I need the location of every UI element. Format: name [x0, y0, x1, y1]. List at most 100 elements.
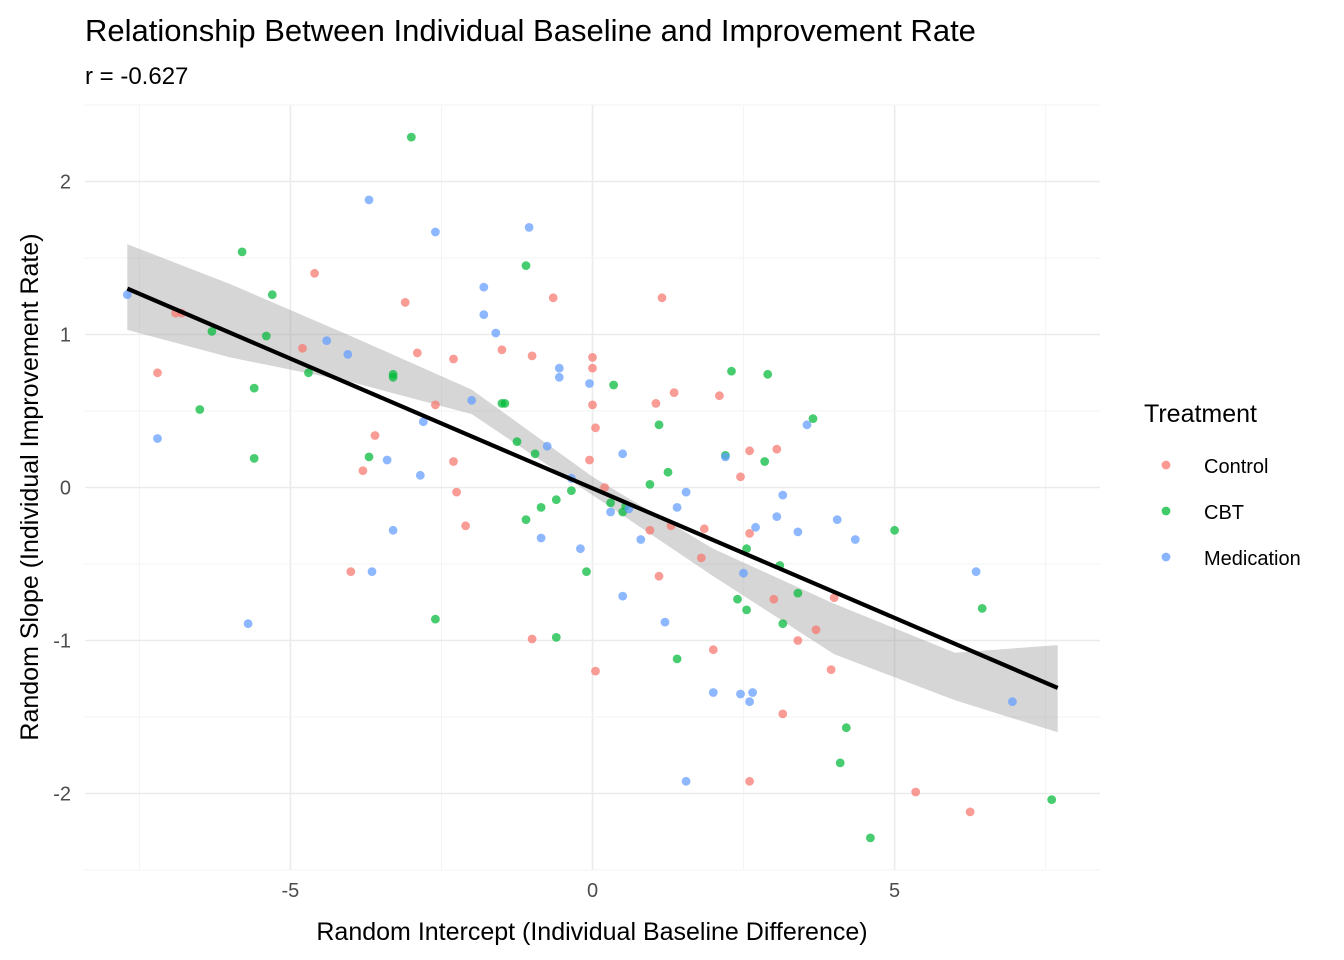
- point-medication: [585, 379, 594, 388]
- point-control: [452, 487, 461, 497]
- point-cbt: [500, 399, 510, 408]
- legend-key-medication: [1161, 552, 1171, 562]
- point-medication: [491, 328, 501, 338]
- point-cbt: [793, 588, 803, 598]
- point-control: [527, 351, 537, 361]
- legend-label-control: Control: [1204, 456, 1268, 478]
- point-cbt: [406, 132, 416, 142]
- x-axis-ticks: -5 0 5: [282, 880, 901, 902]
- point-medication: [524, 223, 534, 232]
- point-control: [829, 593, 839, 603]
- legend-label-medication: Medication: [1204, 548, 1301, 570]
- point-control: [358, 466, 368, 476]
- point-medication: [1008, 697, 1017, 707]
- point-medication: [431, 227, 440, 237]
- point-cbt: [536, 503, 546, 512]
- point-medication: [721, 452, 730, 462]
- point-cbt: [388, 372, 398, 382]
- legend-title: Treatment: [1144, 400, 1257, 428]
- trend-line: [126, 286, 1059, 690]
- point-medication: [479, 310, 489, 319]
- point-control: [449, 457, 458, 466]
- x-tick-label: 0: [587, 880, 598, 902]
- point-medication: [739, 568, 748, 578]
- point-control: [772, 444, 782, 454]
- point-control: [826, 665, 836, 674]
- legend-label-cbt: CBT: [1204, 502, 1244, 524]
- point-control: [400, 298, 410, 307]
- point-medication: [636, 535, 646, 544]
- point-medication: [122, 290, 132, 300]
- point-medication: [618, 591, 628, 601]
- point-control: [715, 391, 724, 401]
- point-control: [588, 400, 597, 410]
- point-control: [657, 293, 667, 303]
- point-control: [778, 709, 788, 719]
- legend-key-cbt: [1161, 506, 1171, 516]
- point-medication: [467, 395, 477, 405]
- point-control: [346, 567, 356, 576]
- point-cbt: [645, 480, 655, 489]
- point-cbt: [261, 331, 271, 341]
- chart-title: Relationship Between Individual Baseline…: [85, 13, 976, 48]
- point-control: [370, 431, 380, 440]
- legend: Treatment Control CBT Medication: [1144, 400, 1301, 570]
- point-cbt: [606, 498, 615, 508]
- y-tick-label: 0: [60, 478, 71, 500]
- point-control: [548, 293, 558, 303]
- point-cbt: [207, 327, 217, 336]
- point-cbt: [763, 369, 773, 379]
- point-medication: [618, 449, 628, 459]
- point-cbt: [582, 567, 591, 576]
- point-medication: [772, 512, 782, 521]
- point-cbt: [267, 290, 277, 300]
- point-cbt: [742, 544, 751, 554]
- point-medication: [672, 503, 682, 512]
- point-cbt: [431, 614, 440, 624]
- point-control: [298, 343, 307, 353]
- point-cbt: [663, 467, 673, 477]
- point-medication: [745, 697, 754, 707]
- point-medication: [364, 195, 374, 205]
- point-cbt: [977, 604, 987, 613]
- point-control: [527, 634, 537, 644]
- point-medication: [793, 527, 803, 537]
- point-control: [736, 472, 745, 482]
- y-tick-label: 1: [60, 325, 71, 347]
- point-medication: [606, 507, 615, 517]
- point-medication: [832, 515, 842, 524]
- point-cbt: [1047, 795, 1057, 804]
- point-medication: [554, 363, 564, 373]
- point-medication: [971, 567, 981, 576]
- point-cbt: [567, 486, 576, 495]
- point-cbt: [521, 261, 531, 270]
- point-control: [412, 348, 422, 358]
- point-cbt: [760, 457, 770, 466]
- point-medication: [243, 619, 253, 629]
- x-tick-label: -5: [282, 880, 300, 902]
- x-axis-title: Random Intercept (Individual Baseline Di…: [316, 918, 867, 946]
- point-medication: [542, 441, 552, 451]
- y-axis-ticks: -2 -1 0 1 2: [53, 172, 71, 806]
- point-cbt: [249, 454, 259, 463]
- point-control: [965, 807, 975, 817]
- point-cbt: [733, 594, 742, 604]
- point-cbt: [727, 366, 736, 376]
- point-cbt: [512, 437, 522, 446]
- point-control: [310, 268, 319, 278]
- y-tick-label: -2: [53, 784, 71, 806]
- point-cbt: [808, 414, 818, 423]
- trend-line-group: [126, 286, 1059, 690]
- point-control: [793, 636, 803, 645]
- chart-subtitle: r = -0.627: [85, 63, 188, 90]
- y-axis-title: Random Slope (Individual Improvement Rat…: [16, 233, 44, 740]
- point-control: [600, 483, 609, 492]
- point-cbt: [841, 723, 851, 733]
- point-cbt: [237, 247, 247, 257]
- point-medication: [367, 567, 377, 576]
- point-medication: [736, 689, 745, 699]
- point-cbt: [195, 405, 205, 414]
- point-medication: [322, 336, 332, 345]
- point-cbt: [866, 833, 875, 843]
